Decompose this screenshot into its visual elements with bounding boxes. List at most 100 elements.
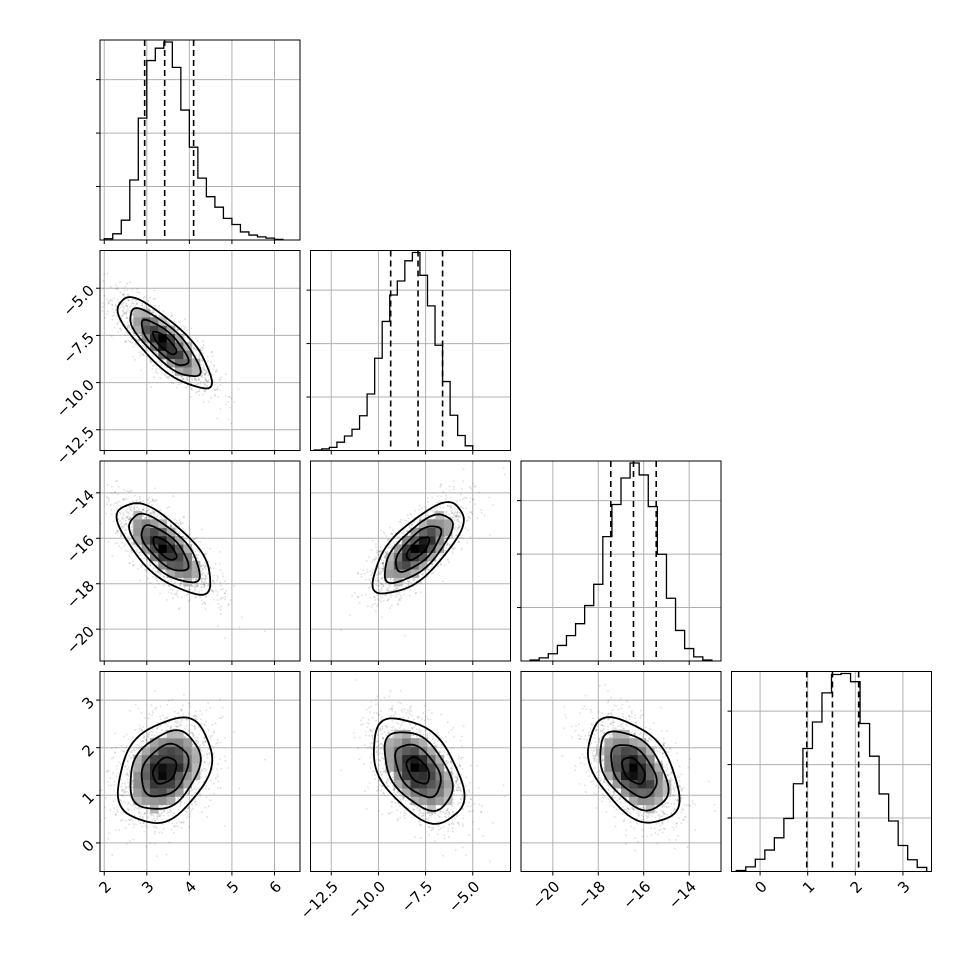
scatter-point: [195, 578, 198, 581]
scatter-point: [148, 344, 150, 347]
scatter-point: [212, 379, 214, 381]
scatter-point: [213, 582, 216, 585]
scatter-point: [400, 519, 402, 521]
scatter-point: [382, 562, 384, 564]
scatter-point: [387, 546, 390, 548]
scatter-point: [454, 514, 457, 517]
scatter-point: [182, 325, 185, 328]
scatter-point: [118, 301, 121, 303]
scatter-point: [395, 591, 397, 594]
scatter-point: [167, 580, 170, 582]
scatter-point: [219, 609, 222, 611]
scatter-point: [380, 583, 383, 585]
density-cell: [183, 561, 192, 570]
density-cell: [150, 527, 159, 537]
scatter-point: [421, 513, 424, 516]
density-cell: [150, 536, 159, 545]
scatter-point: [134, 299, 137, 301]
scatter-point: [201, 369, 204, 372]
scatter-point: [152, 511, 155, 514]
scatter-point: [178, 321, 181, 324]
scatter-point: [118, 458, 120, 460]
scatter-point: [193, 538, 196, 541]
scatter-point: [216, 575, 219, 577]
scatter-point: [102, 302, 104, 305]
scatter-point: [186, 329, 188, 332]
scatter-point: [127, 324, 129, 327]
scatter-point: [456, 527, 459, 530]
scatter-point: [387, 587, 389, 589]
scatter-point: [133, 509, 136, 512]
scatter-point: [154, 499, 157, 502]
scatter-point: [106, 497, 109, 499]
scatter-point: [120, 317, 123, 319]
scatter-point: [202, 564, 204, 566]
scatter-point: [159, 571, 161, 574]
scatter-point: [164, 578, 166, 580]
scatter-point: [138, 297, 141, 299]
scatter-point: [170, 592, 173, 594]
scatter-point: [389, 577, 392, 580]
scatter-point: [224, 598, 226, 600]
scatter-point: [130, 338, 133, 340]
scatter-point: [103, 294, 106, 297]
scatter-point: [107, 484, 109, 486]
scatter-point: [397, 603, 399, 605]
scatter-point: [179, 378, 182, 381]
scatter-point: [143, 345, 145, 347]
density-cell: [166, 544, 176, 553]
scatter-point: [111, 304, 113, 306]
scatter-point: [198, 357, 201, 360]
scatter-point: [443, 535, 446, 538]
scatter-point: [132, 301, 134, 304]
scatter-point: [177, 522, 180, 525]
scatter-point: [122, 293, 125, 295]
scatter-point: [448, 485, 451, 488]
scatter-point: [403, 528, 405, 531]
scatter-point: [442, 491, 444, 493]
scatter-point: [155, 351, 157, 354]
density-cell: [175, 552, 184, 562]
scatter-point: [220, 605, 223, 608]
scatter-point: [455, 534, 457, 537]
scatter-point: [185, 594, 188, 597]
scatter-point: [191, 344, 193, 346]
scatter-point: [376, 549, 378, 552]
scatter-point: [228, 396, 231, 398]
scatter-point: [453, 543, 456, 546]
scatter-point: [398, 533, 401, 535]
scatter-point: [141, 353, 143, 356]
scatter-point: [126, 317, 128, 319]
scatter-point: [182, 527, 185, 530]
scatter-point: [129, 518, 132, 520]
scatter-point: [371, 561, 374, 564]
scatter-point: [202, 368, 205, 370]
scatter-point: [165, 376, 168, 378]
scatter-point: [194, 354, 197, 357]
scatter-point: [132, 564, 134, 567]
scatter-point: [149, 562, 152, 564]
scatter-point: [195, 596, 197, 598]
scatter-point: [132, 298, 135, 300]
scatter-point: [128, 516, 131, 518]
scatter-point: [106, 310, 109, 313]
scatter-point: [216, 388, 218, 391]
scatter-point: [119, 315, 122, 317]
scatter-point: [400, 597, 403, 600]
scatter-point: [207, 371, 209, 373]
scatter-point: [113, 296, 115, 299]
scatter-point: [207, 380, 209, 382]
scatter-point: [177, 532, 180, 535]
scatter-point: [406, 529, 408, 532]
scatter-point: [213, 598, 215, 601]
scatter-point: [204, 608, 207, 611]
scatter-point: [220, 376, 222, 379]
histogram-1-x-grid: [330, 250, 474, 451]
scatter-point: [148, 561, 151, 564]
scatter-point: [425, 508, 428, 511]
scatter-point: [211, 590, 214, 593]
scatter-point: [121, 525, 123, 528]
scatter-point: [131, 501, 134, 504]
scatter-point: [453, 547, 456, 549]
scatter-point: [201, 574, 204, 576]
